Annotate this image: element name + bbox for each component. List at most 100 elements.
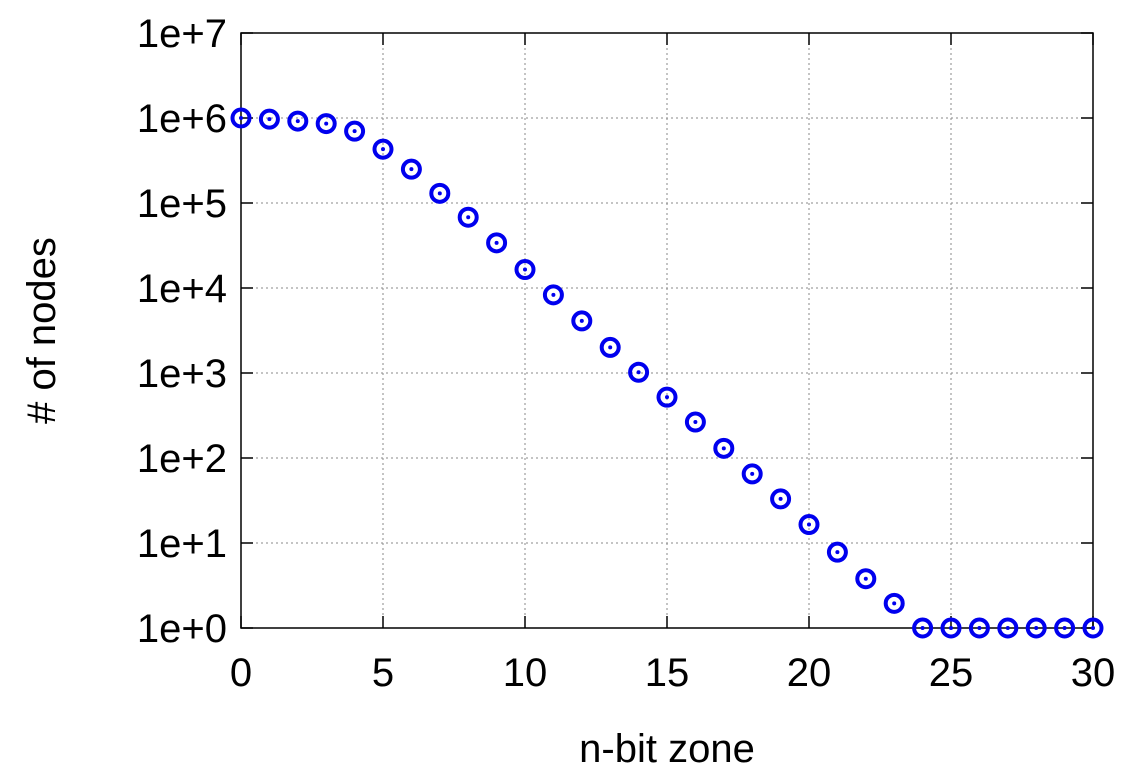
data-point-ring bbox=[741, 463, 763, 485]
data-point-ring bbox=[855, 568, 877, 590]
data-point bbox=[315, 113, 337, 135]
data-point-dot bbox=[267, 117, 272, 122]
data-point-dot bbox=[1005, 626, 1010, 630]
data-point-dot bbox=[977, 626, 982, 630]
data-point-dot bbox=[1091, 626, 1095, 630]
data-point bbox=[997, 617, 1019, 639]
data-point-ring bbox=[1054, 617, 1076, 639]
data-point-ring bbox=[571, 310, 593, 332]
data-point bbox=[855, 568, 877, 590]
data-point-ring bbox=[968, 617, 990, 639]
y-tick-label: 1e+2 bbox=[137, 437, 227, 481]
data-point-ring bbox=[230, 107, 252, 129]
data-point-ring bbox=[372, 138, 394, 160]
data-point-dot bbox=[409, 167, 414, 172]
data-point bbox=[940, 617, 962, 639]
data-point bbox=[542, 284, 564, 306]
data-point-ring bbox=[713, 437, 735, 459]
data-point-ring bbox=[315, 113, 337, 135]
data-point-ring bbox=[684, 411, 706, 433]
data-point-ring bbox=[1082, 617, 1104, 639]
data-point-ring bbox=[599, 336, 621, 358]
data-point-dot bbox=[352, 129, 357, 134]
data-point-ring bbox=[883, 592, 905, 614]
data-point bbox=[429, 182, 451, 204]
y-tick-label: 1e+4 bbox=[137, 267, 227, 311]
data-point bbox=[599, 336, 621, 358]
x-tick-label: 0 bbox=[230, 651, 252, 695]
data-point-dot bbox=[324, 121, 329, 126]
data-point-dot bbox=[636, 370, 641, 375]
data-point bbox=[287, 110, 309, 132]
plot-frame bbox=[240, 32, 1094, 629]
y-tick-label: 1e+0 bbox=[137, 607, 227, 651]
data-point bbox=[372, 138, 394, 160]
x-tick-label: 10 bbox=[503, 651, 548, 695]
data-point-dot bbox=[295, 119, 300, 124]
data-point bbox=[713, 437, 735, 459]
data-point-dot bbox=[523, 267, 527, 272]
x-tick-label: 30 bbox=[1071, 651, 1116, 695]
data-point-dot bbox=[239, 116, 243, 120]
data-point-dot bbox=[920, 626, 925, 630]
data-point-ring bbox=[429, 182, 451, 204]
data-point-ring bbox=[457, 206, 479, 228]
data-point-dot bbox=[437, 191, 442, 196]
data-point-dot bbox=[551, 292, 556, 297]
data-point bbox=[344, 120, 366, 142]
data-point bbox=[258, 108, 280, 130]
data-point-dot bbox=[466, 215, 471, 220]
data-point bbox=[883, 592, 905, 614]
data-point-dot bbox=[1062, 626, 1067, 630]
data-point bbox=[400, 158, 422, 180]
data-point bbox=[741, 463, 763, 485]
data-point-dot bbox=[579, 318, 584, 323]
data-point bbox=[656, 386, 678, 408]
data-point-ring bbox=[486, 232, 508, 254]
data-point bbox=[1025, 617, 1047, 639]
data-point bbox=[230, 107, 252, 129]
data-point-dot bbox=[863, 576, 868, 581]
data-point-dot bbox=[949, 626, 953, 630]
data-point-dot bbox=[608, 345, 613, 350]
data-point-dot bbox=[778, 496, 783, 501]
data-point bbox=[514, 259, 536, 281]
x-tick-label: 5 bbox=[372, 651, 394, 695]
x-tick-label: 15 bbox=[645, 651, 690, 695]
data-point-ring bbox=[912, 617, 934, 639]
data-point-ring bbox=[940, 617, 962, 639]
data-point-ring bbox=[997, 617, 1019, 639]
data-point-ring bbox=[344, 120, 366, 142]
data-point-ring bbox=[656, 386, 678, 408]
data-point-dot bbox=[835, 550, 840, 555]
data-point-dot bbox=[892, 601, 897, 606]
data-point-ring bbox=[826, 541, 848, 563]
y-axis-label: # of nodes bbox=[20, 237, 64, 424]
data-point bbox=[457, 206, 479, 228]
data-point bbox=[968, 617, 990, 639]
data-point bbox=[1082, 617, 1104, 639]
data-point-ring bbox=[628, 361, 650, 383]
data-point-dot bbox=[750, 471, 755, 476]
data-point-dot bbox=[1034, 626, 1039, 630]
x-tick-labels: 0 5 10 15 20 25 30 bbox=[230, 651, 1115, 695]
data-point-dot bbox=[381, 147, 385, 152]
data-point-dot bbox=[693, 420, 698, 425]
data-point-ring bbox=[1025, 617, 1047, 639]
y-tick-label: 1e+3 bbox=[137, 352, 227, 396]
data-point bbox=[1054, 617, 1076, 639]
data-point bbox=[571, 310, 593, 332]
y-tick-label: 1e+6 bbox=[137, 97, 227, 141]
data-point bbox=[826, 541, 848, 563]
data-point-dot bbox=[494, 240, 499, 245]
data-point-dot bbox=[807, 522, 811, 527]
data-point bbox=[770, 488, 792, 510]
data-point-ring bbox=[514, 259, 536, 281]
data-point-ring bbox=[798, 514, 820, 536]
data-point-ring bbox=[542, 284, 564, 306]
y-tick-label: 1e+5 bbox=[137, 182, 227, 226]
data-point bbox=[798, 514, 820, 536]
data-point bbox=[486, 232, 508, 254]
data-point-ring bbox=[258, 108, 280, 130]
